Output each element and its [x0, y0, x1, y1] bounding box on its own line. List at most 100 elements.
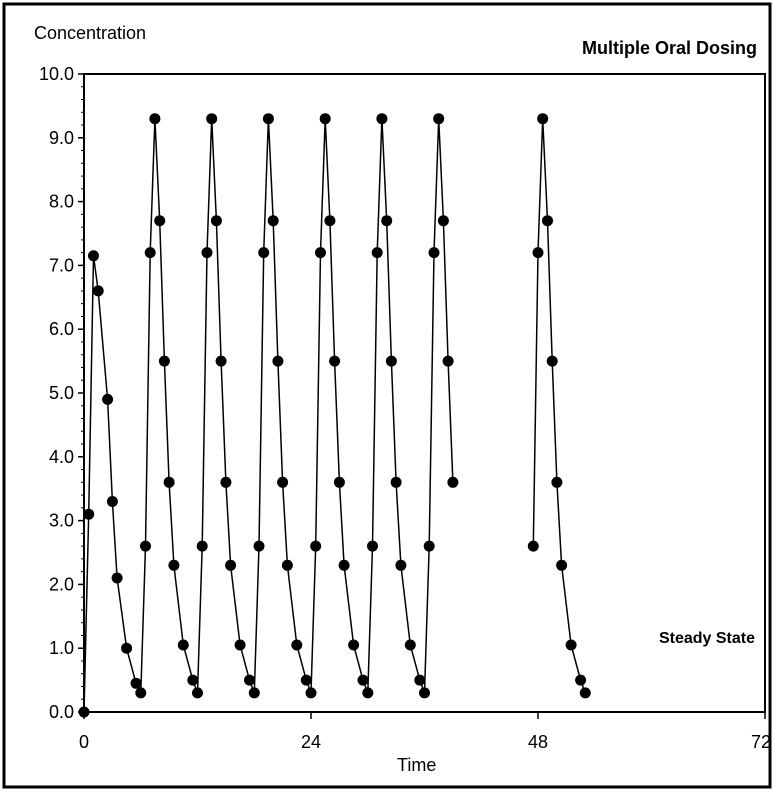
data-point — [258, 247, 270, 259]
data-point — [262, 113, 274, 125]
x-axis-ticks: 0 24 48 72 — [79, 712, 771, 752]
data-point — [149, 113, 161, 125]
steady-state-annotation: Steady State — [659, 630, 755, 647]
data-point — [329, 355, 341, 367]
y-tick-label: 1.0 — [49, 638, 74, 658]
data-point — [565, 639, 577, 651]
data-point — [333, 476, 345, 488]
data-point — [196, 540, 208, 552]
series-line — [532, 118, 587, 694]
data-point — [315, 247, 326, 259]
data-point — [206, 113, 218, 125]
data-point — [367, 540, 378, 552]
data-point — [234, 639, 246, 651]
data-point — [121, 642, 133, 654]
data-point — [177, 639, 189, 651]
data-point — [442, 355, 454, 367]
data-point — [357, 674, 369, 686]
data-point — [447, 476, 459, 488]
x-axis-label: Time — [397, 755, 436, 775]
data-point — [546, 355, 558, 367]
data-point — [168, 559, 180, 571]
data-point — [281, 559, 293, 571]
data-point — [78, 706, 90, 718]
data-point — [395, 559, 407, 571]
data-point — [385, 355, 397, 367]
series-points — [78, 113, 591, 718]
data-point — [277, 476, 289, 488]
data-point — [310, 540, 322, 552]
y-tick-label: 3.0 — [49, 511, 74, 531]
data-point — [192, 687, 203, 699]
y-axis-label: Concentration — [34, 23, 146, 43]
data-point — [575, 674, 587, 686]
data-point — [419, 687, 430, 699]
x-tick-label: 0 — [79, 732, 89, 752]
data-point — [220, 476, 232, 488]
y-tick-label: 2.0 — [49, 574, 74, 594]
y-axis-ticks: 0.0 1.0 2.0 3.0 4.0 5.0 6.0 7.0 8.0 9.0 10.0 — [39, 64, 84, 722]
data-point — [551, 476, 563, 488]
data-point — [215, 355, 227, 367]
y-tick-label: 10.0 — [39, 64, 74, 84]
data-point — [135, 687, 147, 699]
data-point — [154, 215, 166, 227]
data-point — [305, 687, 317, 699]
data-point — [527, 540, 539, 552]
data-point — [130, 677, 142, 689]
data-point — [144, 247, 156, 259]
data-point — [106, 496, 118, 507]
data-point — [163, 476, 175, 488]
data-point — [437, 215, 449, 227]
x-tick-label: 72 — [751, 732, 771, 752]
y-tick-label: 0.0 — [49, 702, 74, 722]
data-point — [423, 540, 435, 552]
data-point — [102, 393, 114, 405]
data-point — [371, 247, 383, 259]
data-point — [92, 285, 104, 297]
data-point — [88, 250, 99, 262]
data-point — [362, 687, 374, 699]
data-point — [537, 113, 549, 125]
data-point — [376, 113, 388, 125]
series-lines — [83, 118, 587, 713]
data-point — [348, 639, 360, 651]
data-point — [338, 559, 350, 571]
x-tick-label: 48 — [528, 732, 548, 752]
data-point — [579, 687, 591, 699]
data-point — [210, 215, 222, 227]
data-point — [187, 674, 199, 686]
data-point — [272, 355, 284, 367]
data-point — [111, 572, 123, 584]
data-point — [428, 247, 440, 259]
data-point — [542, 215, 553, 227]
data-point — [556, 559, 568, 571]
data-point — [300, 674, 312, 686]
data-point — [390, 476, 402, 488]
y-tick-label: 6.0 — [49, 319, 74, 339]
y-tick-label: 4.0 — [49, 447, 74, 467]
data-point — [158, 355, 170, 367]
data-point — [381, 215, 393, 227]
y-tick-label: 7.0 — [49, 255, 74, 275]
data-point — [404, 639, 416, 651]
data-point — [244, 674, 255, 686]
data-point — [324, 215, 336, 227]
data-point — [140, 540, 151, 552]
y-tick-label: 9.0 — [49, 128, 74, 148]
x-tick-label: 24 — [301, 732, 321, 752]
plot-area — [83, 73, 766, 713]
data-point — [267, 215, 279, 227]
data-point — [248, 687, 260, 699]
data-point — [319, 113, 331, 125]
y-tick-label: 8.0 — [49, 192, 74, 212]
data-point — [201, 247, 213, 259]
data-point — [291, 639, 303, 651]
data-point — [433, 113, 445, 125]
chart-title: Multiple Oral Dosing — [582, 38, 757, 58]
series-line — [83, 118, 454, 713]
data-point — [253, 540, 265, 552]
data-point — [414, 674, 426, 686]
y-tick-label: 5.0 — [49, 383, 74, 403]
